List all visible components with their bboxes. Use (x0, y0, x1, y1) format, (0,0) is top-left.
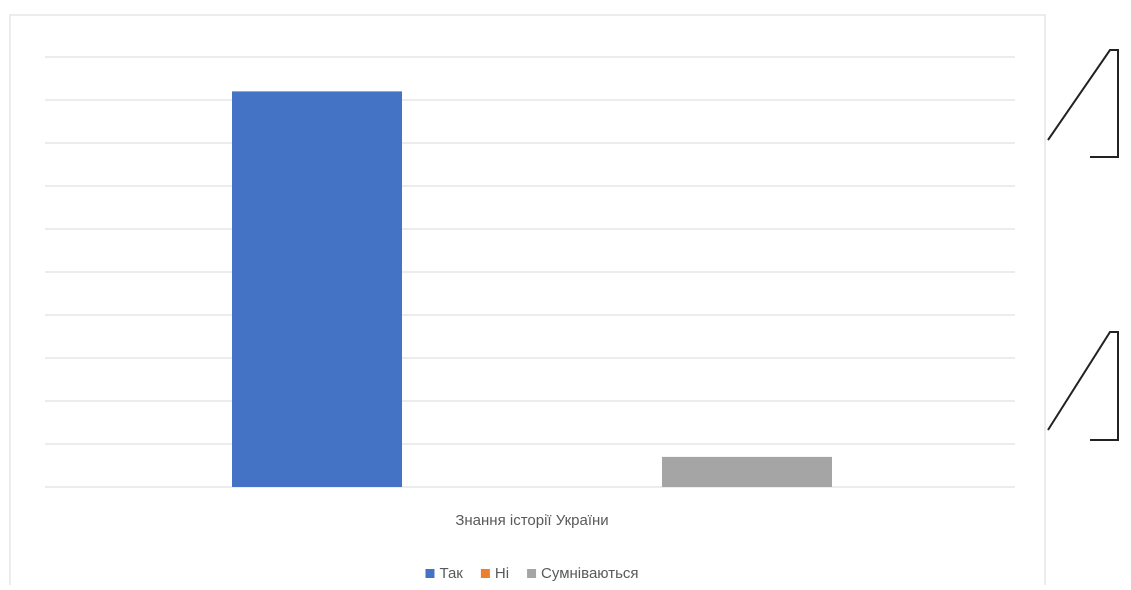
decoration (1047, 49, 1119, 441)
legend-swatch (480, 569, 490, 578)
shape (1047, 49, 1119, 158)
shape (1047, 331, 1119, 441)
legend-label: Так (439, 565, 463, 582)
legend-label: Ні (495, 565, 509, 582)
bar (232, 91, 402, 488)
legend-swatch (527, 569, 537, 578)
legend-label: Сумніваються (541, 565, 638, 582)
chart-area (9, 14, 1046, 590)
legend-swatch (425, 569, 435, 578)
x-tick-label: Знання історії України (455, 512, 608, 529)
bar (662, 456, 832, 487)
